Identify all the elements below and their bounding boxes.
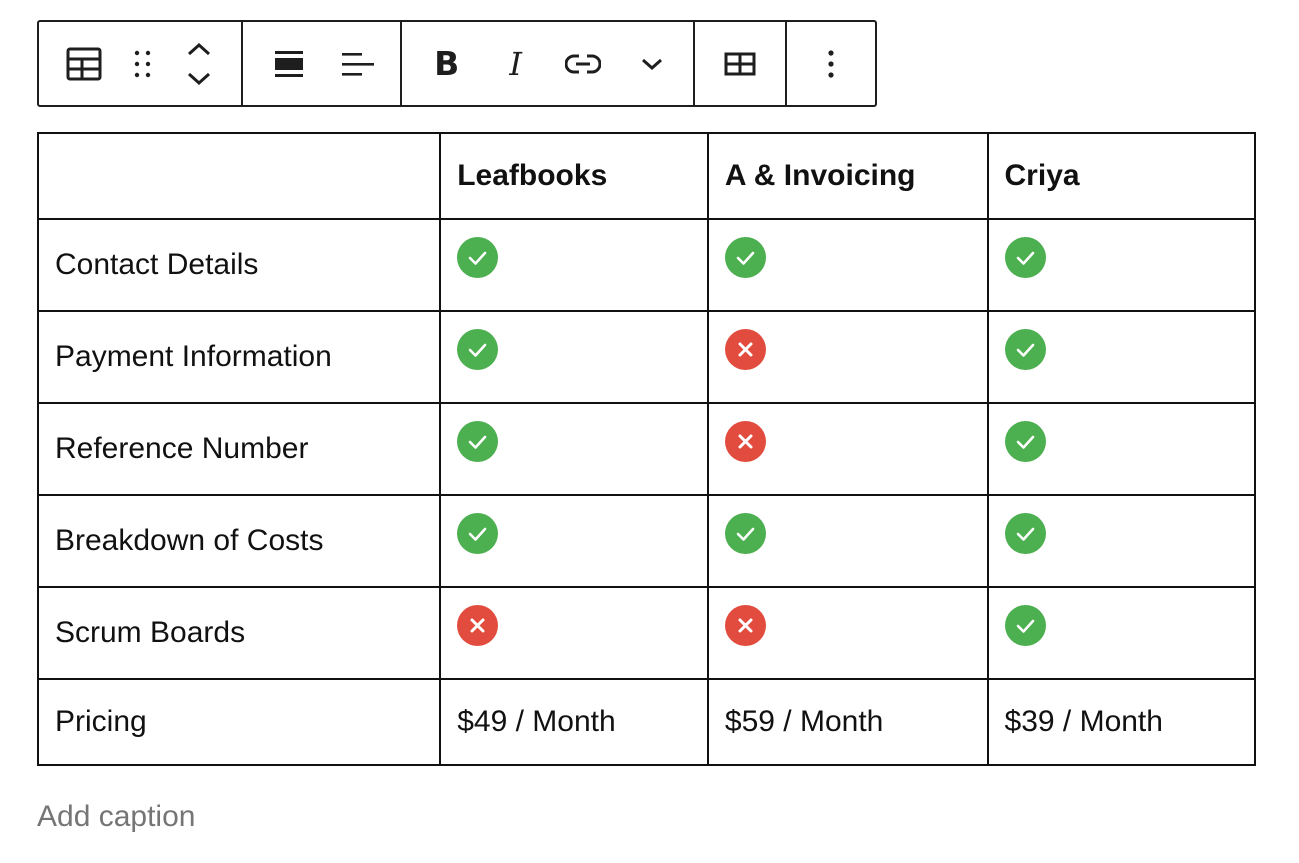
status-cell[interactable] [439,586,709,680]
table-row: Breakdown of Costs [36,494,1257,588]
italic-button[interactable]: I [492,22,540,105]
row-label[interactable]: Contact Details [36,218,442,312]
row-label[interactable]: Scrum Boards [36,586,442,680]
toolbar-group-block [39,22,243,105]
toolbar-group-options [787,22,875,105]
header-cell-leafbooks[interactable]: Leafbooks [439,132,709,220]
row-label[interactable]: Breakdown of Costs [36,494,442,588]
italic-icon: I [509,44,522,83]
table-row: Contact Details [36,218,1257,312]
check-icon [457,328,499,370]
status-cell[interactable] [986,310,1257,404]
price-cell[interactable]: $59 / Month [706,678,989,766]
move-up-down-icon [185,40,213,88]
check-icon [724,236,766,278]
cross-icon [724,604,766,646]
status-cell[interactable] [439,218,709,312]
status-cell[interactable] [439,402,709,496]
status-cell[interactable] [986,402,1257,496]
check-icon [1004,604,1046,646]
more-options-icon [827,49,835,79]
more-formatting-button[interactable] [626,22,678,105]
align-wide-button[interactable] [243,22,335,105]
table-block-button[interactable] [39,22,129,105]
check-icon [457,236,499,278]
status-cell[interactable] [986,218,1257,312]
check-icon [1004,420,1046,462]
bold-button[interactable]: B [402,22,492,105]
check-icon [457,420,499,462]
status-cell[interactable] [706,586,989,680]
cross-icon [724,420,766,462]
check-icon [1004,512,1046,554]
header-cell[interactable] [36,132,442,220]
edit-table-icon [724,52,756,76]
table-row: Reference Number [36,402,1257,496]
toolbar-group-align [243,22,402,105]
link-icon [564,53,601,75]
table-row: Scrum Boards [36,586,1257,680]
edit-table-button[interactable] [695,22,785,105]
align-wide-icon [274,49,304,79]
align-text-button[interactable] [335,22,380,105]
table-icon [66,46,102,82]
link-button[interactable] [540,22,626,105]
status-cell[interactable] [706,402,989,496]
table-header-row: Leafbooks A & Invoicing Criya [36,132,1257,220]
row-label[interactable]: Reference Number [36,402,442,496]
toolbar-group-table [695,22,787,105]
status-cell[interactable] [706,494,989,588]
toolbar-group-format: B I [402,22,695,105]
row-label[interactable]: Pricing [36,678,442,766]
price-cell[interactable]: $49 / Month [439,678,709,766]
row-label[interactable]: Payment Information [36,310,442,404]
status-cell[interactable] [706,310,989,404]
caption-placeholder[interactable]: Add caption [37,800,196,833]
cross-icon [457,604,499,646]
check-icon [1004,236,1046,278]
table-row-pricing: Pricing $49 / Month $59 / Month $39 / Mo… [36,678,1257,766]
check-icon [724,512,766,554]
chevron-down-icon [641,57,663,71]
align-left-icon [341,49,375,79]
table-row: Payment Information [36,310,1257,404]
bold-icon: B [434,44,460,83]
status-cell[interactable] [986,586,1257,680]
header-cell-a-invoicing[interactable]: A & Invoicing [706,132,989,220]
status-cell[interactable] [439,494,709,588]
move-up-down-button[interactable] [157,22,241,105]
status-cell[interactable] [986,494,1257,588]
check-icon [1004,328,1046,370]
status-cell[interactable] [706,218,989,312]
drag-handle-icon [133,49,153,79]
status-cell[interactable] [439,310,709,404]
drag-handle-button[interactable] [129,22,157,105]
cross-icon [724,328,766,370]
comparison-table: Leafbooks A & Invoicing Criya Contact De… [36,132,1257,766]
block-toolbar: B I [37,20,877,107]
more-options-button[interactable] [787,22,875,105]
header-cell-criya[interactable]: Criya [986,132,1257,220]
check-icon [457,512,499,554]
price-cell[interactable]: $39 / Month [986,678,1257,766]
